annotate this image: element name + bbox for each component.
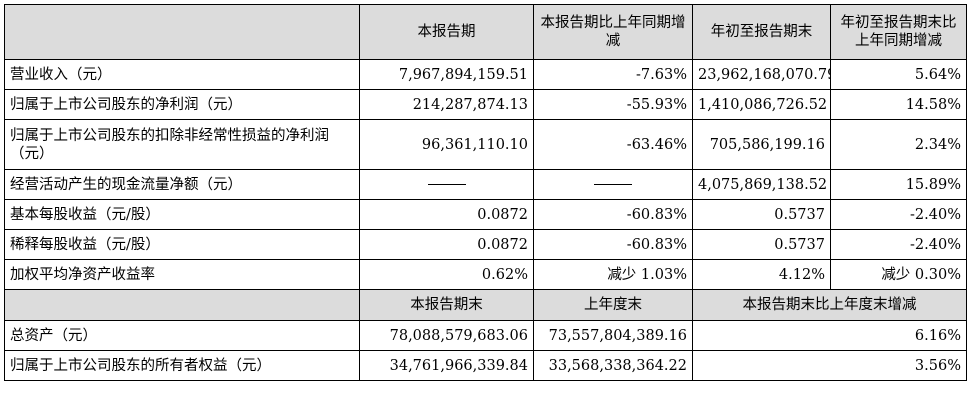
dash-cell (533, 169, 693, 200)
row-label: 归属于上市公司股东的扣除非经常性损益的净利润（元） (4, 119, 360, 170)
cell-value: -60.83% (533, 199, 693, 230)
dash-mark (427, 184, 466, 185)
row-label: 加权平均净资产收益率 (4, 259, 360, 290)
table-row: 经营活动产生的现金流量净额（元） 4,075,869,138.52 15.89% (4, 169, 967, 200)
header-blank-cell (4, 4, 360, 60)
cell-value: 6.16% (692, 320, 967, 351)
cell-value: 0.0872 (359, 199, 534, 230)
cell-value: 减少 0.30% (830, 259, 967, 290)
table-row: 归属于上市公司股东的所有者权益（元） 34,761,966,339.84 33,… (4, 350, 967, 381)
cell-value: 2.34% (830, 119, 967, 170)
header-row: 本报告期 本报告期比上年同期增减 年初至报告期末 年初至报告期末比上年同期增减 (4, 4, 967, 60)
cell-value: 1,410,086,726.52 (692, 89, 831, 120)
cell-value: 0.5737 (692, 199, 831, 230)
table-row: 归属于上市公司股东的净利润（元） 214,287,874.13 -55.93% … (4, 89, 967, 120)
cell-value: 23,962,168,070.79 (692, 59, 831, 90)
row-label: 总资产（元） (4, 320, 360, 351)
row-label: 稀释每股收益（元/股） (4, 229, 360, 260)
cell-value: -63.46% (533, 119, 693, 170)
subheader-period-end: 本报告期末 (359, 289, 534, 321)
cell-value: 78,088,579,683.06 (359, 320, 534, 351)
cell-value: 14.58% (830, 89, 967, 120)
cell-value: 7,967,894,159.51 (359, 59, 534, 90)
table-row: 基本每股收益（元/股） 0.0872 -60.83% 0.5737 -2.40% (4, 199, 967, 230)
cell-value: 3.56% (692, 350, 967, 381)
cell-value: 0.5737 (692, 229, 831, 260)
subheader-change: 本报告期末比上年度末增减 (692, 289, 967, 321)
cell-value: -55.93% (533, 89, 693, 120)
cell-value: 33,568,338,364.22 (533, 350, 693, 381)
row-label: 营业收入（元） (4, 59, 360, 90)
cell-value: -2.40% (830, 199, 967, 230)
table-row: 归属于上市公司股东的扣除非经常性损益的净利润（元） 96,361,110.10 … (4, 119, 967, 170)
cell-value: 73,557,804,389.16 (533, 320, 693, 351)
subheader-prior-year-end: 上年度末 (533, 289, 693, 321)
table-row: 加权平均净资产收益率 0.62% 减少 1.03% 4.12% 减少 0.30% (4, 259, 967, 290)
cell-value: -2.40% (830, 229, 967, 260)
cell-value: 96,361,110.10 (359, 119, 534, 170)
cell-value: 705,586,199.16 (692, 119, 831, 170)
subheader-blank-cell (4, 289, 360, 321)
table-row: 总资产（元） 78,088,579,683.06 73,557,804,389.… (4, 320, 967, 351)
cell-value: 4,075,869,138.52 (692, 169, 831, 200)
header-current-period: 本报告期 (359, 4, 534, 60)
table-row: 营业收入（元） 7,967,894,159.51 -7.63% 23,962,1… (4, 59, 967, 90)
header-ytd: 年初至报告期末 (692, 4, 831, 60)
subheader-row: 本报告期末 上年度末 本报告期末比上年度末增减 (4, 289, 967, 321)
table-row: 稀释每股收益（元/股） 0.0872 -60.83% 0.5737 -2.40% (4, 229, 967, 260)
header-ytd-yoy: 年初至报告期末比上年同期增减 (830, 4, 967, 60)
cell-value: 0.62% (359, 259, 534, 290)
row-label: 归属于上市公司股东的净利润（元） (4, 89, 360, 120)
cell-value: 5.64% (830, 59, 967, 90)
cell-value: 34,761,966,339.84 (359, 350, 534, 381)
cell-value: 0.0872 (359, 229, 534, 260)
header-current-period-yoy: 本报告期比上年同期增减 (533, 4, 693, 60)
dash-mark (594, 184, 632, 185)
cell-value: -60.83% (533, 229, 693, 260)
cell-value: 减少 1.03% (533, 259, 693, 290)
financial-summary-table: 本报告期 本报告期比上年同期增减 年初至报告期末 年初至报告期末比上年同期增减 … (4, 4, 967, 381)
cell-value: 214,287,874.13 (359, 89, 534, 120)
dash-cell (359, 169, 534, 200)
cell-value: 15.89% (830, 169, 967, 200)
cell-value: 4.12% (692, 259, 831, 290)
row-label: 基本每股收益（元/股） (4, 199, 360, 230)
cell-value: -7.63% (533, 59, 693, 90)
row-label: 经营活动产生的现金流量净额（元） (4, 169, 360, 200)
row-label: 归属于上市公司股东的所有者权益（元） (4, 350, 360, 381)
